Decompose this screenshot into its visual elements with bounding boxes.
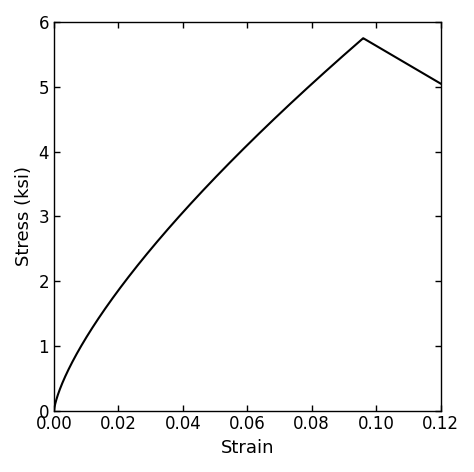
X-axis label: Strain: Strain [220,439,274,457]
Y-axis label: Stress (ksi): Stress (ksi) [15,166,33,266]
